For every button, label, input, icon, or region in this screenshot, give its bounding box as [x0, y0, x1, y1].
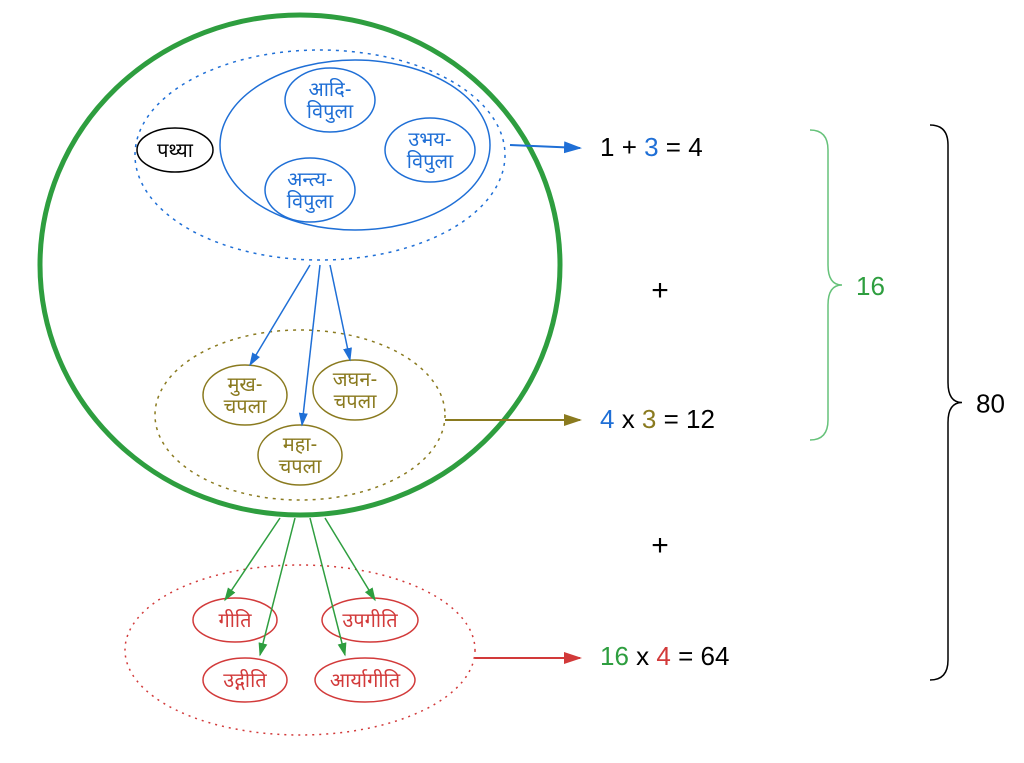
label-maha-2: चपला	[279, 456, 323, 482]
brace-80-label: 80	[976, 389, 1005, 419]
arrow-blue-2	[330, 265, 350, 360]
arrow-green-3	[325, 518, 375, 600]
label-adi-2: विपुला	[307, 99, 354, 127]
arrow-green-1	[260, 518, 295, 655]
label-antya-2: विपुला	[287, 189, 334, 217]
label-upagiti: उपगीति	[342, 608, 398, 636]
brace-16-label: 16	[856, 271, 885, 301]
label-giti: गीति	[218, 608, 252, 636]
label-pathya: पथ्या	[157, 140, 194, 166]
arrow-eq-0	[510, 145, 580, 148]
label-aryagiti: आर्यागीति	[330, 668, 401, 696]
plus-1: +	[651, 274, 669, 307]
arrow-green-2	[310, 518, 345, 655]
diagram-root: आदि-विपुलाउभय-विपुलाअन्त्य-विपुलापथ्यामु…	[0, 0, 1024, 763]
equation-3: 16 x 4 = 64	[600, 641, 729, 671]
arrow-blue-1	[302, 265, 320, 425]
brace-80	[930, 125, 962, 680]
red-group-dotted	[125, 565, 475, 735]
plus-2: +	[651, 529, 669, 562]
label-udgiti: उद्गीति	[223, 668, 267, 696]
brace-16	[810, 130, 842, 440]
label-mukh-2: चपला	[224, 396, 268, 422]
arrow-green-0	[225, 518, 280, 600]
label-ubhay-2: विपुला	[407, 149, 454, 177]
equation-1: 1 + 3 = 4	[600, 132, 703, 162]
equation-2: 4 x 3 = 12	[600, 404, 715, 434]
arrow-blue-0	[250, 265, 310, 365]
label-jaghan-2: चपला	[334, 391, 378, 417]
